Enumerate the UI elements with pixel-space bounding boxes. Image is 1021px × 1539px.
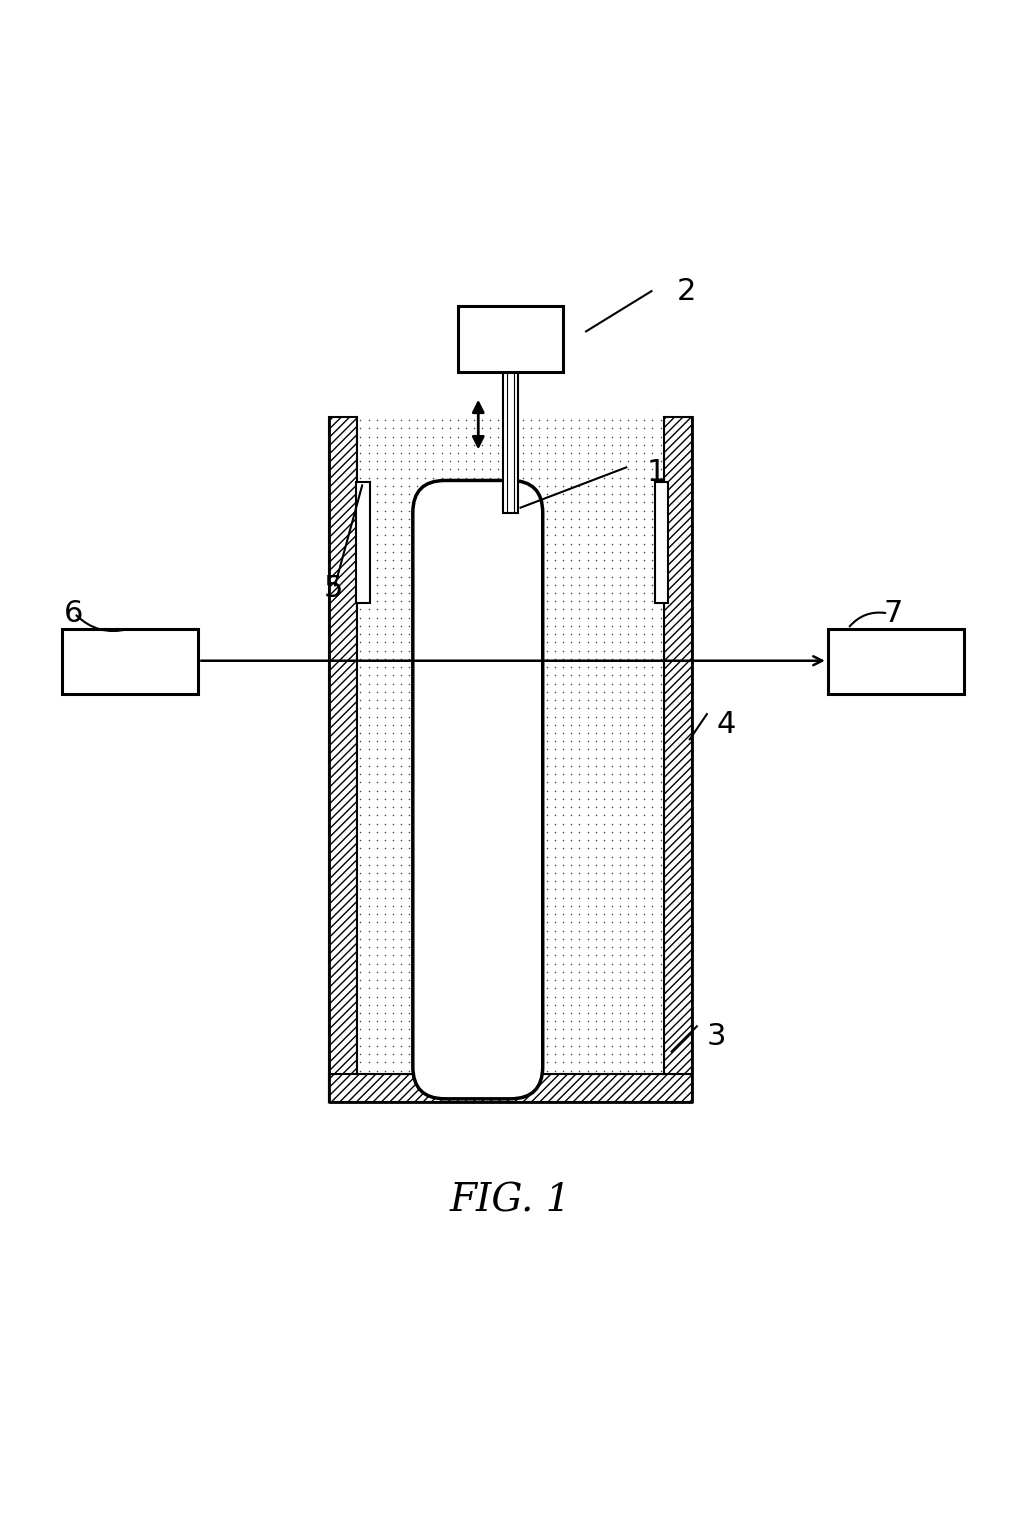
Bar [62,628,198,694]
Text: 1: 1 [646,459,666,486]
Text: 5: 5 [325,574,343,603]
Text: 4: 4 [717,709,736,739]
Bar [654,482,668,603]
Text: FIG. 1: FIG. 1 [449,1182,572,1219]
Bar [457,306,564,372]
Bar [329,1074,692,1102]
Text: 3: 3 [707,1022,726,1051]
Bar [357,417,664,1074]
Text: 6: 6 [64,599,84,628]
Bar [329,417,357,1102]
Bar [356,482,370,603]
Bar [503,372,518,512]
Text: 7: 7 [883,599,903,628]
FancyBboxPatch shape [412,480,543,1099]
Text: 2: 2 [677,277,696,306]
Bar [664,417,692,1102]
Bar [828,628,964,694]
